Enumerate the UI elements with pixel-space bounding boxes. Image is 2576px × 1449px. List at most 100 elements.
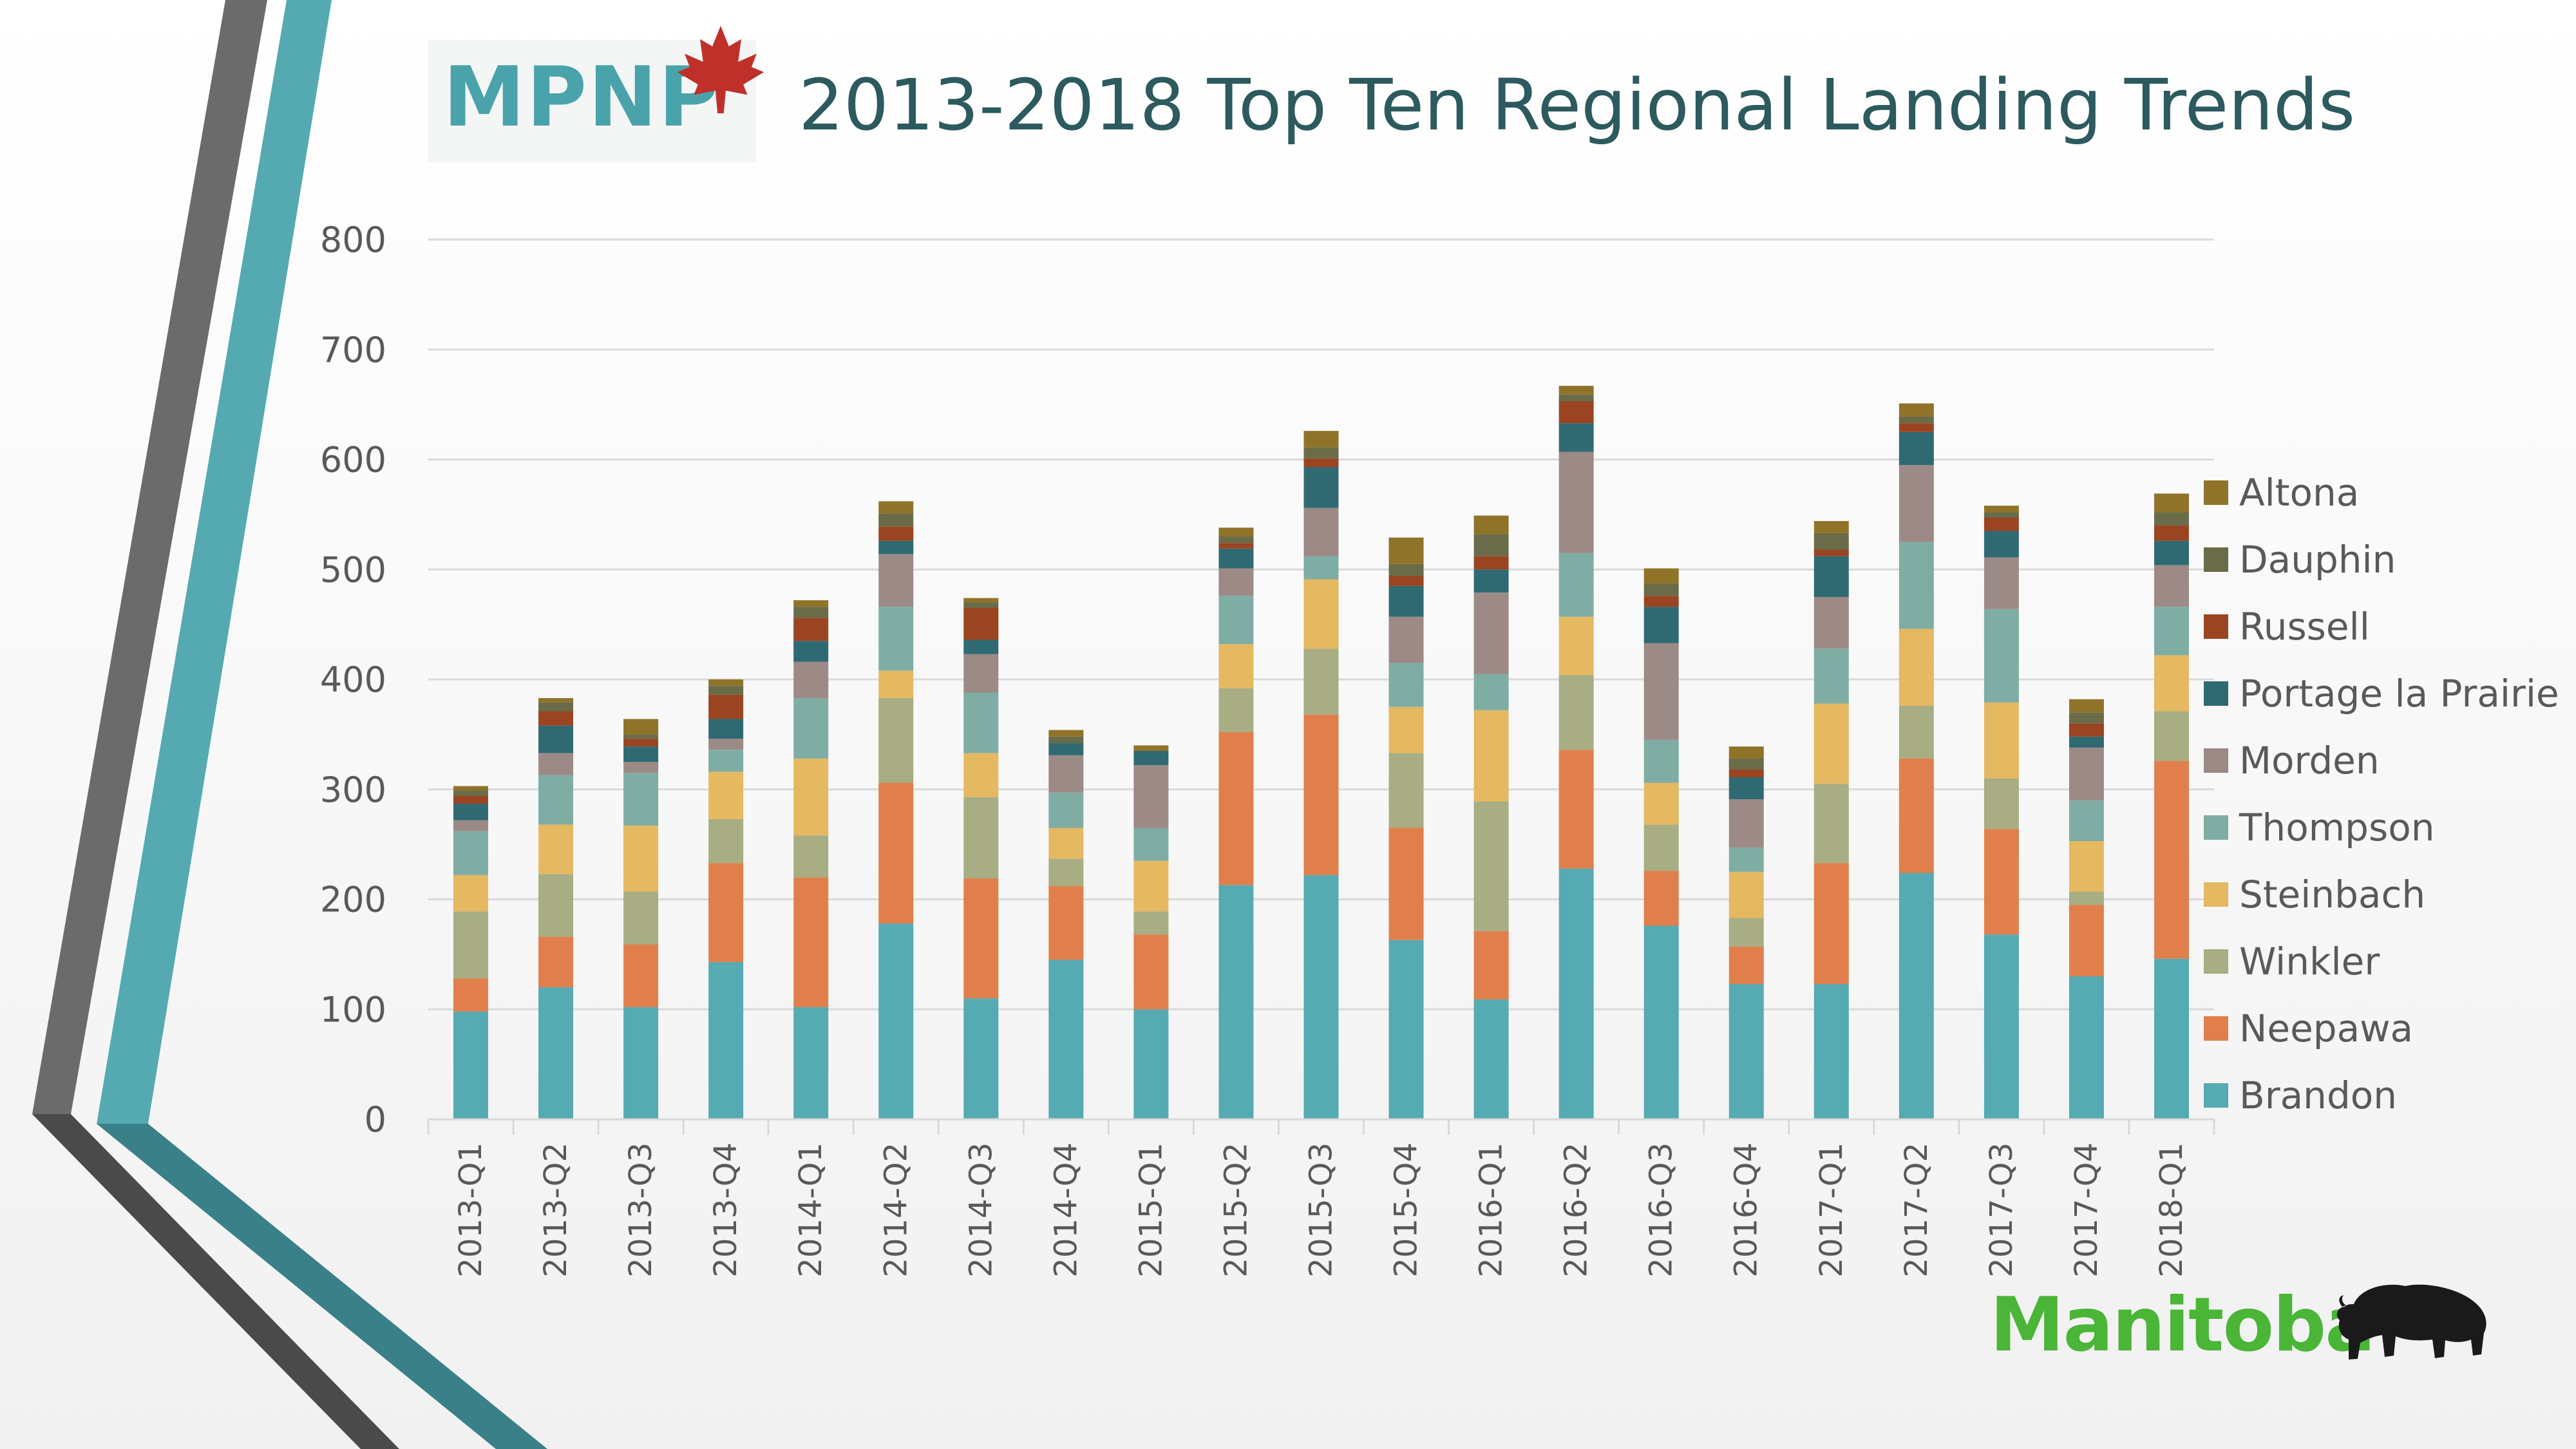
bar-segment-steinbach bbox=[1473, 710, 1509, 802]
bar-segment-steinbach bbox=[878, 670, 914, 699]
bar-segment-brandon bbox=[1558, 868, 1594, 1119]
bar-segment-altona bbox=[1728, 746, 1764, 759]
bar-segment-thompson bbox=[1814, 649, 1849, 704]
bar-segment-neepawa bbox=[1388, 828, 1424, 940]
bar-segment-winkler bbox=[1473, 801, 1509, 932]
bar-segment-brandon bbox=[1048, 960, 1084, 1119]
bar-segment-thompson bbox=[1643, 739, 1679, 783]
bar-segment-altona bbox=[708, 679, 744, 687]
legend-label: Morden bbox=[2239, 739, 2380, 782]
bar-segment-dauphin bbox=[878, 513, 914, 527]
bar-segment-portage-la-prairie bbox=[963, 639, 999, 654]
bar-segment-winkler bbox=[1984, 778, 2019, 829]
bar-segment-brandon bbox=[793, 1007, 829, 1119]
bar-segment-russell bbox=[1984, 517, 2019, 531]
bar-segment-brandon bbox=[963, 998, 999, 1119]
bar-segment-thompson bbox=[1133, 828, 1169, 861]
bar-segment-altona bbox=[1984, 506, 2019, 513]
bar-segment-neepawa bbox=[963, 878, 999, 999]
bar-segment-steinbach bbox=[1814, 703, 1849, 784]
legend-swatch bbox=[2204, 1016, 2228, 1041]
bar-segment-thompson bbox=[1388, 663, 1424, 707]
bar-segment-steinbach bbox=[453, 875, 489, 912]
bar-segment-thompson bbox=[1473, 674, 1509, 710]
bar-segment-neepawa bbox=[1048, 886, 1084, 960]
legend-label: Dauphin bbox=[2239, 538, 2396, 582]
bar-segment-winkler bbox=[1643, 824, 1679, 871]
bar-segment-neepawa bbox=[1133, 934, 1169, 1010]
bar-segment-brandon bbox=[453, 1011, 489, 1119]
gray-ribbon-bottom bbox=[32, 1114, 399, 1449]
bar-segment-brandon bbox=[1899, 873, 1934, 1119]
bar-segment-neepawa bbox=[1814, 863, 1849, 984]
bar-segment-steinbach bbox=[538, 824, 574, 875]
bar-segment-dauphin bbox=[1473, 534, 1509, 556]
bar-segment-winkler bbox=[538, 874, 574, 937]
bison-icon bbox=[2336, 1284, 2486, 1359]
bar-segment-portage-la-prairie bbox=[2154, 540, 2189, 565]
y-tick-label: 600 bbox=[320, 440, 386, 480]
bar-segment-morden bbox=[878, 554, 914, 607]
teal-ribbon-bottom bbox=[97, 1124, 547, 1449]
bar-segment-steinbach bbox=[1133, 860, 1169, 912]
x-tick-label: 2014-Q1 bbox=[793, 1142, 829, 1278]
bar-segment-altona bbox=[963, 598, 999, 603]
bar-segment-winkler bbox=[878, 698, 914, 783]
bar-segment-dauphin bbox=[2069, 712, 2104, 724]
bar-segment-brandon bbox=[1303, 875, 1339, 1119]
bar-segment-neepawa bbox=[1899, 758, 1934, 873]
bar-segment-portage-la-prairie bbox=[1048, 743, 1084, 755]
bar-segment-portage-la-prairie bbox=[1473, 569, 1509, 593]
bar-segment-portage-la-prairie bbox=[1814, 556, 1849, 597]
bar-segment-steinbach bbox=[2069, 841, 2104, 892]
bar-segment-russell bbox=[793, 618, 829, 641]
manitoba-logo-text: Manitoba bbox=[1990, 1282, 2376, 1368]
bar-segment-dauphin bbox=[1388, 564, 1424, 576]
bar-segment-brandon bbox=[1473, 999, 1509, 1119]
legend-label: Brandon bbox=[2239, 1074, 2397, 1117]
bar-segment-dauphin bbox=[1303, 447, 1339, 459]
bar-segment-neepawa bbox=[2154, 761, 2189, 959]
bar-segment-morden bbox=[793, 661, 829, 699]
x-tick-label: 2018-Q1 bbox=[2154, 1142, 2190, 1278]
bar-segment-winkler bbox=[1133, 911, 1169, 935]
bar-segment-thompson bbox=[453, 831, 489, 875]
bar-segment-morden bbox=[963, 654, 999, 693]
legend-swatch bbox=[2204, 547, 2228, 572]
y-tick-label: 700 bbox=[320, 330, 386, 370]
bar-segment-russell bbox=[1303, 458, 1339, 468]
bar-segment-morden bbox=[2069, 747, 2104, 800]
bar-segment-altona bbox=[793, 600, 829, 607]
bar-segment-russell bbox=[1388, 576, 1424, 586]
bar-segment-morden bbox=[1558, 451, 1594, 553]
bar-segment-russell bbox=[2154, 525, 2189, 541]
bar-segment-altona bbox=[1814, 521, 1849, 533]
legend-swatch bbox=[2204, 815, 2228, 840]
bar-segment-russell bbox=[538, 711, 574, 726]
bar-segment-altona bbox=[453, 786, 489, 791]
y-tick-label: 500 bbox=[320, 549, 386, 590]
bar-segment-dauphin bbox=[1558, 394, 1594, 402]
bar-segment-dauphin bbox=[1643, 583, 1679, 596]
maple-leaf-icon bbox=[677, 26, 764, 113]
bar-segment-russell bbox=[1814, 549, 1849, 556]
x-tick-label: 2013-Q2 bbox=[538, 1142, 574, 1278]
bar-segment-portage-la-prairie bbox=[1899, 431, 1934, 466]
bar-segment-neepawa bbox=[1473, 931, 1509, 999]
bar-segment-neepawa bbox=[708, 863, 744, 962]
bar-segment-portage-la-prairie bbox=[1218, 548, 1254, 569]
bar-segment-steinbach bbox=[708, 772, 744, 819]
bar-segment-russell bbox=[1218, 543, 1254, 549]
bar-segment-altona bbox=[623, 719, 659, 735]
bar-segment-steinbach bbox=[1643, 782, 1679, 825]
x-tick-label: 2013-Q4 bbox=[708, 1142, 744, 1278]
bar-segment-dauphin bbox=[1899, 416, 1934, 424]
bar-segment-altona bbox=[878, 501, 914, 514]
x-tick-label: 2017-Q4 bbox=[2069, 1142, 2105, 1278]
bar-segment-portage-la-prairie bbox=[623, 746, 659, 762]
bar-segment-brandon bbox=[1218, 885, 1254, 1119]
bar-segment-brandon bbox=[1728, 983, 1764, 1119]
legend-swatch bbox=[2204, 681, 2228, 706]
bar-segment-thompson bbox=[1899, 542, 1934, 629]
